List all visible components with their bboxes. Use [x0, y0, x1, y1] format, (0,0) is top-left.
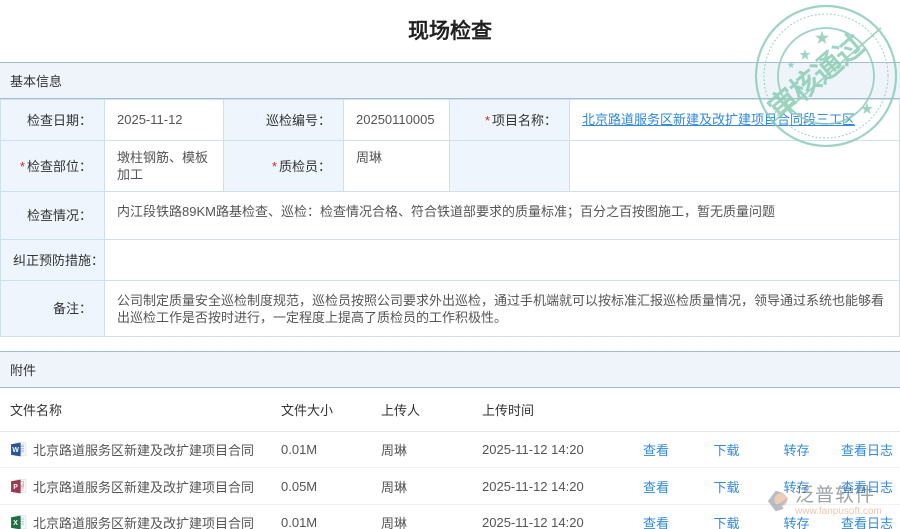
svg-text:P: P	[13, 483, 18, 490]
svg-text:W: W	[12, 447, 19, 454]
svg-text:X: X	[13, 520, 18, 527]
